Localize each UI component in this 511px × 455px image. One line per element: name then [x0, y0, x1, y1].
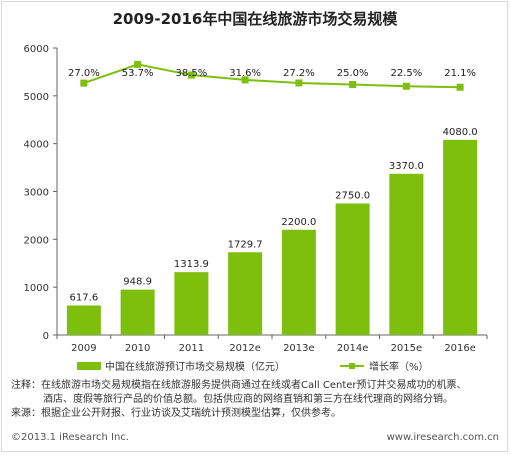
- x-tick-label: 2013e: [283, 343, 315, 354]
- chart-title: 2009-2016年中国在线旅游市场交易规模: [113, 10, 399, 28]
- growth-rate-point: [402, 82, 410, 90]
- copyright-text: ©2013.1 iResearch Inc.: [11, 432, 129, 443]
- website-link[interactable]: www.iresearch.com.cn: [386, 432, 499, 443]
- growth-rate-label: 31.6%: [229, 68, 261, 79]
- bar: [228, 252, 263, 335]
- y-tick-label: 1000: [24, 283, 49, 294]
- bar-value-label: 2750.0: [335, 190, 370, 201]
- growth-rate-point: [349, 81, 357, 88]
- x-tick-label: 2012e: [229, 343, 261, 354]
- growth-rate-label: 38.5%: [175, 68, 207, 79]
- bar-value-labels: 617.6 948.9 1313.9 1729.7 2200.0 2750.0 3370.0…: [70, 127, 478, 304]
- bar: [443, 139, 478, 335]
- growth-rate-labels: 27.0% 53.7% 38.5% 31.6% 27.2% 25.0% 22.5% 21.1%: [68, 68, 476, 79]
- bar: [174, 272, 209, 335]
- bar: [389, 173, 424, 335]
- growth-rate-line: [83, 63, 461, 89]
- x-tick-label: 2009: [71, 343, 96, 354]
- note-line-1: 注释：在线旅游市场交易规模指在线旅游服务提供商通过在线或者Call Center…: [11, 380, 467, 391]
- note-line-2: 酒店、度假等旅行产品的价值总额。包括供应商的网络直销和第三方在线代理商的网络分销…: [43, 394, 453, 405]
- x-tick-label: 2015e: [391, 343, 423, 354]
- y-tick-label: 2000: [24, 235, 49, 246]
- growth-rate-series: [80, 60, 464, 91]
- growth-rate-label: 27.0%: [68, 68, 100, 79]
- bar-series: [66, 139, 478, 335]
- bar-value-label: 948.9: [123, 277, 152, 288]
- bar: [66, 305, 101, 335]
- growth-rate-label: 21.1%: [444, 68, 476, 79]
- bar-value-label: 3370.0: [389, 161, 424, 172]
- x-axis-tick-labels: 2009 2010 2011 2012e 2013e 2014e 2015e 2016e: [71, 343, 476, 354]
- bar: [120, 289, 155, 335]
- growth-rate-point: [187, 71, 195, 79]
- x-tick-label: 2014e: [337, 343, 369, 354]
- y-tick-label: 5000: [24, 92, 49, 103]
- legend: 中国在线旅游预订市场交易规模（亿元） 增长率（%）: [77, 360, 429, 373]
- bar-value-label: 1313.9: [174, 259, 209, 270]
- growth-rate-point: [134, 60, 142, 68]
- y-tick-label: 6000: [24, 44, 49, 55]
- x-tick-label: 2011: [179, 343, 204, 354]
- bar: [335, 203, 370, 335]
- growth-rate-label: 27.2%: [283, 68, 315, 79]
- growth-rate-point: [80, 79, 88, 87]
- legend-line-marker: [349, 363, 355, 369]
- x-tick-label: 2016e: [444, 343, 476, 354]
- bar-value-label: 2200.0: [281, 217, 316, 228]
- growth-rate-point: [295, 79, 303, 87]
- bar-value-label: 617.6: [70, 292, 99, 303]
- legend-bar-swatch: [77, 362, 101, 370]
- growth-rate-point: [241, 76, 249, 84]
- y-tick-label: 0: [43, 331, 49, 342]
- legend-bar-label: 中国在线旅游预订市场交易规模（亿元）: [105, 360, 285, 373]
- growth-rate-label: 53.7%: [122, 68, 154, 79]
- growth-rate-point: [456, 83, 464, 91]
- growth-rate-label: 22.5%: [390, 68, 422, 79]
- x-tick-label: 2010: [125, 343, 150, 354]
- y-tick-label: 3000: [24, 188, 49, 199]
- bar: [281, 229, 316, 335]
- bar-value-label: 1729.7: [228, 239, 263, 250]
- chart-axes: 0 1000 2000 3000 4000 5000 6000: [24, 44, 488, 342]
- legend-line-label: 增长率（%）: [369, 360, 429, 373]
- bar-value-label: 4080.0: [443, 127, 478, 138]
- source-line: 来源：根据企业公开财报、行业访谈及艾瑞统计预测模型估算，仅供参考。: [11, 408, 341, 419]
- growth-rate-label: 25.0%: [337, 68, 369, 79]
- y-tick-label: 4000: [24, 140, 49, 151]
